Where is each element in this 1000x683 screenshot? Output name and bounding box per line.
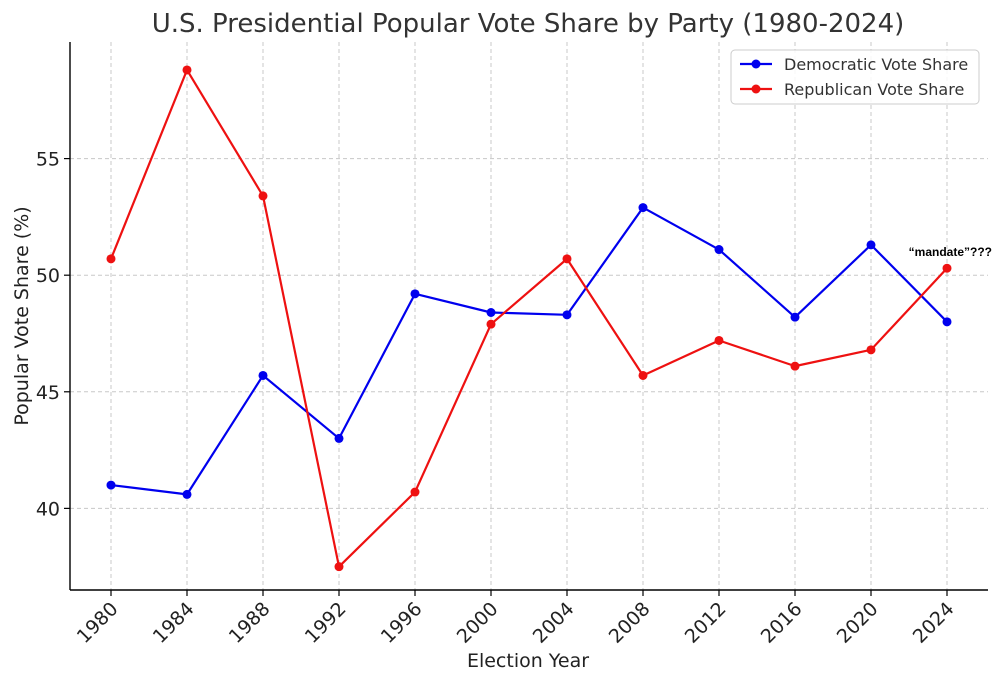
y-axis-ticks: 40 45 50 55 <box>36 149 70 520</box>
data-point-republican <box>334 562 344 572</box>
x-tick-label: 2016 <box>757 598 807 648</box>
data-point-republican <box>410 487 420 497</box>
x-axis-ticks: 1980 1984 1988 1992 1996 2000 2004 2008 2012 2016… <box>73 590 959 648</box>
series-line-democratic <box>110 206 948 496</box>
data-point-republican <box>562 254 572 264</box>
annotations: “mandate”??? <box>909 245 992 259</box>
data-point-democratic <box>182 489 192 499</box>
chart-title: U.S. Presidential Popular Vote Share by … <box>152 9 905 39</box>
data-point-democratic <box>410 289 420 299</box>
series-line-republican <box>109 68 948 568</box>
data-point-democratic <box>106 480 116 490</box>
x-tick-label: 2008 <box>605 598 655 648</box>
legend-box <box>730 49 980 105</box>
legend-label-republican: Republican Vote Share <box>784 80 964 99</box>
x-tick-label: 2004 <box>529 598 579 648</box>
legend-marker-republican <box>751 84 761 94</box>
annotation-text: “mandate”??? <box>909 245 992 259</box>
data-point-republican <box>182 65 192 75</box>
y-tick-label: 55 <box>36 149 60 171</box>
y-axis-label: Popular Vote Share (%) <box>11 206 33 425</box>
grid <box>70 42 988 590</box>
axes <box>69 42 988 591</box>
x-tick-label: 1992 <box>301 598 351 648</box>
data-point-democratic <box>334 433 344 443</box>
y-tick-label: 40 <box>36 498 60 520</box>
data-point-republican <box>942 263 952 273</box>
x-tick-label: 1980 <box>73 598 123 648</box>
data-point-republican <box>258 191 268 201</box>
data-point-democratic <box>258 370 268 380</box>
y-tick-label: 50 <box>36 265 60 287</box>
x-tick-label: 2000 <box>453 598 503 648</box>
series-layer <box>106 65 952 572</box>
data-point-democratic <box>486 308 496 318</box>
x-tick-label: 2024 <box>909 598 959 648</box>
x-tick-label: 1996 <box>377 598 427 648</box>
data-point-democratic <box>714 245 724 255</box>
data-point-democratic <box>866 240 876 250</box>
data-point-democratic <box>562 310 572 320</box>
x-tick-label: 2020 <box>833 598 883 648</box>
data-point-democratic <box>638 203 648 213</box>
data-point-democratic <box>942 317 952 327</box>
x-tick-label: 1984 <box>149 598 199 648</box>
legend-label-democratic: Democratic Vote Share <box>784 55 968 74</box>
y-tick-label: 45 <box>36 382 60 404</box>
x-tick-label: 1988 <box>225 598 275 648</box>
x-axis-label: Election Year <box>467 650 589 672</box>
data-point-republican <box>714 335 724 345</box>
data-point-democratic <box>790 312 800 322</box>
legend-marker-democratic <box>751 59 761 69</box>
data-point-republican <box>866 345 876 355</box>
data-point-republican <box>486 319 496 329</box>
data-point-republican <box>790 361 800 371</box>
data-point-republican <box>638 370 648 380</box>
data-point-republican <box>106 254 116 264</box>
x-tick-label: 2012 <box>681 598 731 648</box>
legend: Democratic Vote Share Republican Vote Sha… <box>730 49 980 105</box>
